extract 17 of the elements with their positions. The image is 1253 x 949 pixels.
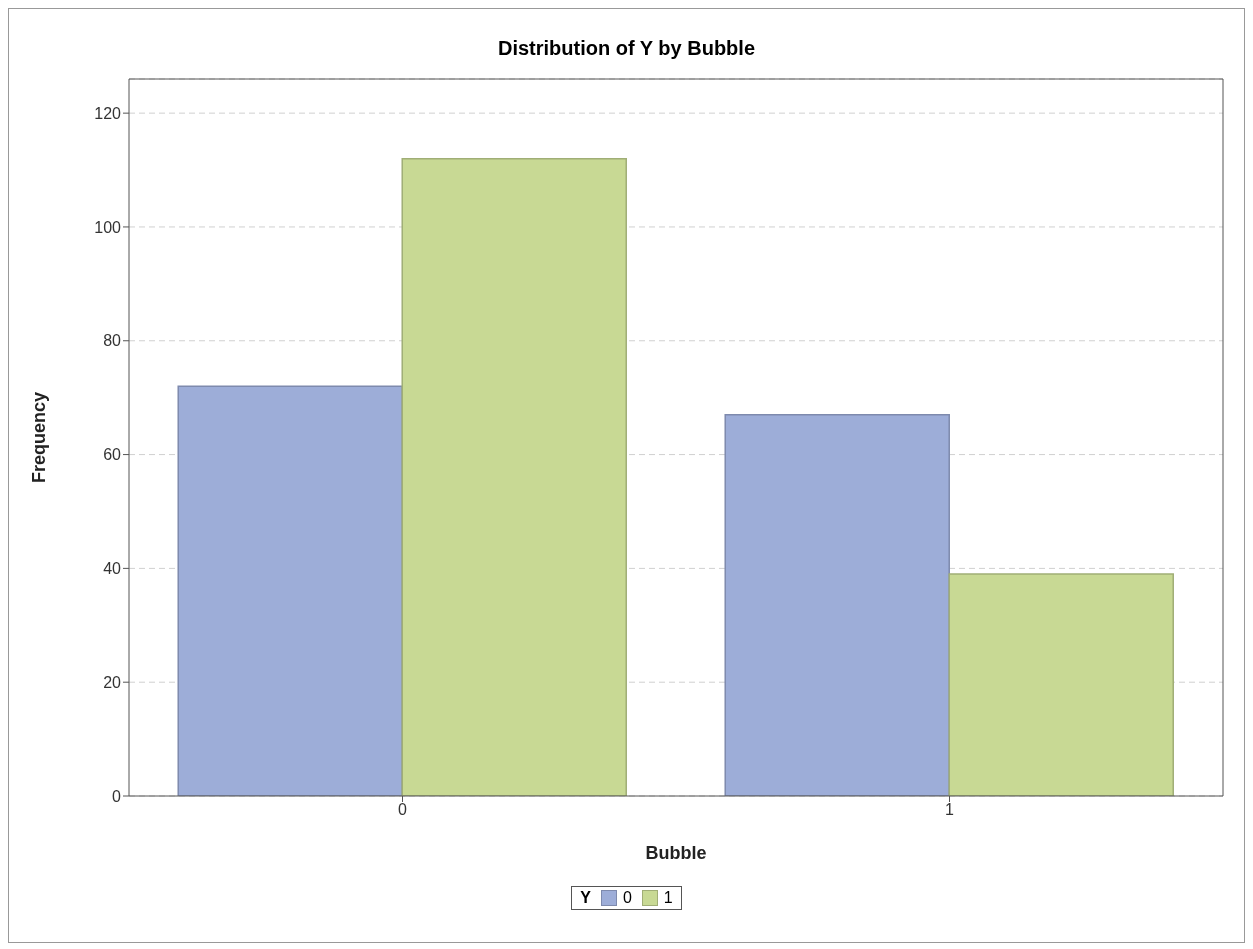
y-tick-label: 20 (103, 673, 122, 691)
x-axis-title: Bubble (645, 842, 707, 863)
y-tick-label: 60 (103, 446, 122, 464)
y-tick-label: 120 (94, 104, 122, 122)
bar (724, 413, 950, 796)
y-tick-label: 100 (94, 218, 122, 236)
bar (948, 573, 1174, 796)
bar (177, 385, 403, 796)
legend-label: 1 (662, 889, 673, 907)
y-tick-label: 80 (103, 332, 122, 350)
chart-title: Distribution of Y by Bubble (496, 37, 756, 60)
y-tick-label: 0 (112, 787, 122, 805)
legend-title: Y (580, 889, 591, 907)
bar (401, 157, 627, 796)
y-tick-label: 40 (103, 560, 122, 578)
y-axis-title: Frequency (29, 391, 50, 484)
legend-label: 0 (621, 889, 632, 907)
